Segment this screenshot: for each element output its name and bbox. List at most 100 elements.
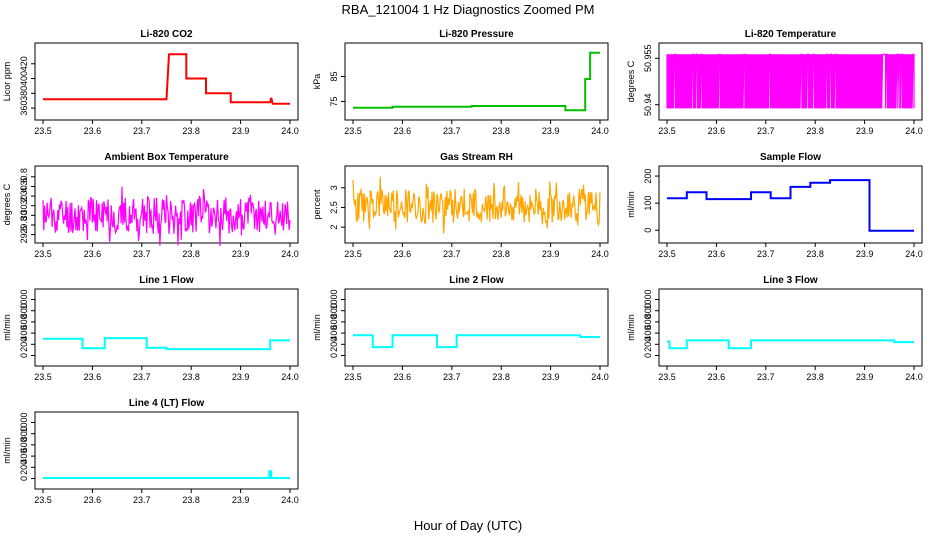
y-tick-label: 29.6 (19, 226, 29, 244)
y-tick-label: 29.8 (19, 216, 29, 234)
series-line (352, 176, 601, 234)
x-tick-label: 24.0 (281, 495, 299, 505)
plot-frame (34, 165, 299, 244)
y-axis-label: ml/min (626, 191, 636, 218)
y-tick-label: 400 (329, 326, 339, 341)
panel-1: Li-820 CO2 Licor ppm 23.5 23.6 23.7 23.8 23.9 2… (2, 29, 299, 136)
x-tick-label: 23.5 (344, 249, 362, 259)
x-tick-label: 23.8 (806, 372, 824, 382)
y-axis-label: ml/min (626, 314, 636, 341)
x-tick-label: 23.6 (84, 126, 102, 136)
x-tick-label: 23.7 (443, 126, 461, 136)
y-tick-label: 30 (19, 210, 29, 220)
y-tick-label: 400 (19, 326, 29, 341)
plot-frame (344, 165, 609, 244)
y-tick-label: 400 (19, 71, 29, 86)
x-tick-label: 24.0 (905, 372, 923, 382)
y-tick-label: 200 (19, 337, 29, 352)
y-tick-label: 85 (329, 71, 339, 81)
panel-9: Line 3 Flow ml/min 23.5 23.6 23.7 23.8 23.9 24.… (626, 275, 923, 382)
x-tick-label: 24.0 (591, 249, 609, 259)
x-tick-label: 23.8 (806, 249, 824, 259)
y-axis-label: ml/min (2, 314, 12, 341)
y-axis-label: ml/min (312, 314, 322, 341)
plot-frame (658, 288, 923, 367)
x-tick-label: 23.5 (34, 126, 52, 136)
y-tick-label: 50.94 (643, 93, 653, 116)
y-tick-label: 200 (643, 169, 653, 184)
x-tick-label: 23.5 (658, 372, 676, 382)
x-tick-label: 24.0 (905, 126, 923, 136)
panel-3: Li-820 Temperature degrees C 23.5 23.6 23.7 2… (626, 29, 923, 136)
x-tick-label: 23.9 (856, 372, 874, 382)
x-tick-label: 23.8 (182, 495, 200, 505)
x-tick-label: 23.9 (232, 495, 250, 505)
x-tick-label: 23.5 (344, 372, 362, 382)
y-tick-label: 75 (329, 96, 339, 106)
panel-4: Ambient Box Temperature degrees C 23.5 23.6… (2, 152, 299, 259)
x-tick-label: 23.5 (658, 126, 676, 136)
x-tick-label: 23.9 (232, 372, 250, 382)
x-tick-label: 23.7 (757, 372, 775, 382)
x-tick-label: 23.5 (34, 372, 52, 382)
x-tick-label: 23.8 (182, 249, 200, 259)
y-tick-label: 0 (643, 353, 653, 358)
series-line (667, 339, 914, 350)
y-tick-label: 1000 (329, 289, 339, 309)
y-axis-label: percent (312, 189, 322, 220)
x-tick-label: 23.9 (542, 126, 560, 136)
y-tick-label: 400 (643, 326, 653, 341)
x-tick-label: 23.7 (443, 249, 461, 259)
x-tick-label: 23.6 (84, 495, 102, 505)
x-tick-label: 23.8 (492, 372, 510, 382)
x-tick-label: 23.8 (492, 249, 510, 259)
x-tick-label: 23.7 (757, 126, 775, 136)
series-line (667, 179, 914, 232)
y-tick-label: 30.4 (19, 187, 29, 205)
panel-title: Li-820 CO2 (140, 29, 193, 40)
x-tick-label: 23.5 (344, 126, 362, 136)
y-tick-label: 0 (329, 353, 339, 358)
plot-frame (34, 42, 299, 121)
y-tick-label: 600 (19, 437, 29, 452)
y-tick-label: 200 (19, 460, 29, 475)
x-tick-label: 23.5 (34, 495, 52, 505)
x-tick-label: 23.6 (394, 126, 412, 136)
y-tick-label: 600 (643, 314, 653, 329)
x-tick-label: 24.0 (281, 126, 299, 136)
plot-frame (34, 411, 299, 490)
panel-title: Line 1 Flow (139, 275, 194, 286)
x-tick-label: 23.7 (133, 126, 151, 136)
x-tick-label: 23.5 (34, 249, 52, 259)
plot-frame (658, 42, 923, 121)
panel-6: Sample Flow ml/min 23.5 23.6 23.7 23.8 23.9 24.… (626, 152, 923, 259)
x-tick-label: 23.6 (708, 126, 726, 136)
panel-2: Li-820 Pressure kPa 23.5 23.6 23.7 23.8 23.9 24… (312, 29, 609, 136)
x-tick-label: 23.8 (492, 126, 510, 136)
y-tick-label: 2.5 (329, 201, 339, 214)
plot-frame (344, 288, 609, 367)
y-axis-label: ml/min (2, 437, 12, 464)
y-tick-label: 800 (329, 303, 339, 318)
y-tick-label: 200 (329, 337, 339, 352)
x-tick-label: 23.6 (394, 249, 412, 259)
y-tick-label: 800 (19, 303, 29, 318)
x-tick-label: 23.6 (708, 249, 726, 259)
plot-frame (658, 165, 923, 244)
y-tick-label: 1000 (19, 412, 29, 432)
x-tick-label: 24.0 (281, 249, 299, 259)
series-line (43, 470, 290, 479)
x-tick-label: 23.7 (133, 249, 151, 259)
x-tick-label: 23.8 (182, 372, 200, 382)
y-tick-label: 3 (329, 185, 339, 190)
y-tick-label: 1000 (19, 289, 29, 309)
y-tick-label: 50.955 (643, 45, 653, 73)
y-tick-label: 1000 (643, 289, 653, 309)
y-tick-label: 360 (19, 101, 29, 116)
x-tick-label: 23.9 (232, 126, 250, 136)
panel-title: Ambient Box Temperature (104, 152, 229, 163)
panel-5: Gas Stream RH percent 23.5 23.6 23.7 23.8 23.9… (312, 152, 609, 259)
x-tick-label: 23.5 (658, 249, 676, 259)
